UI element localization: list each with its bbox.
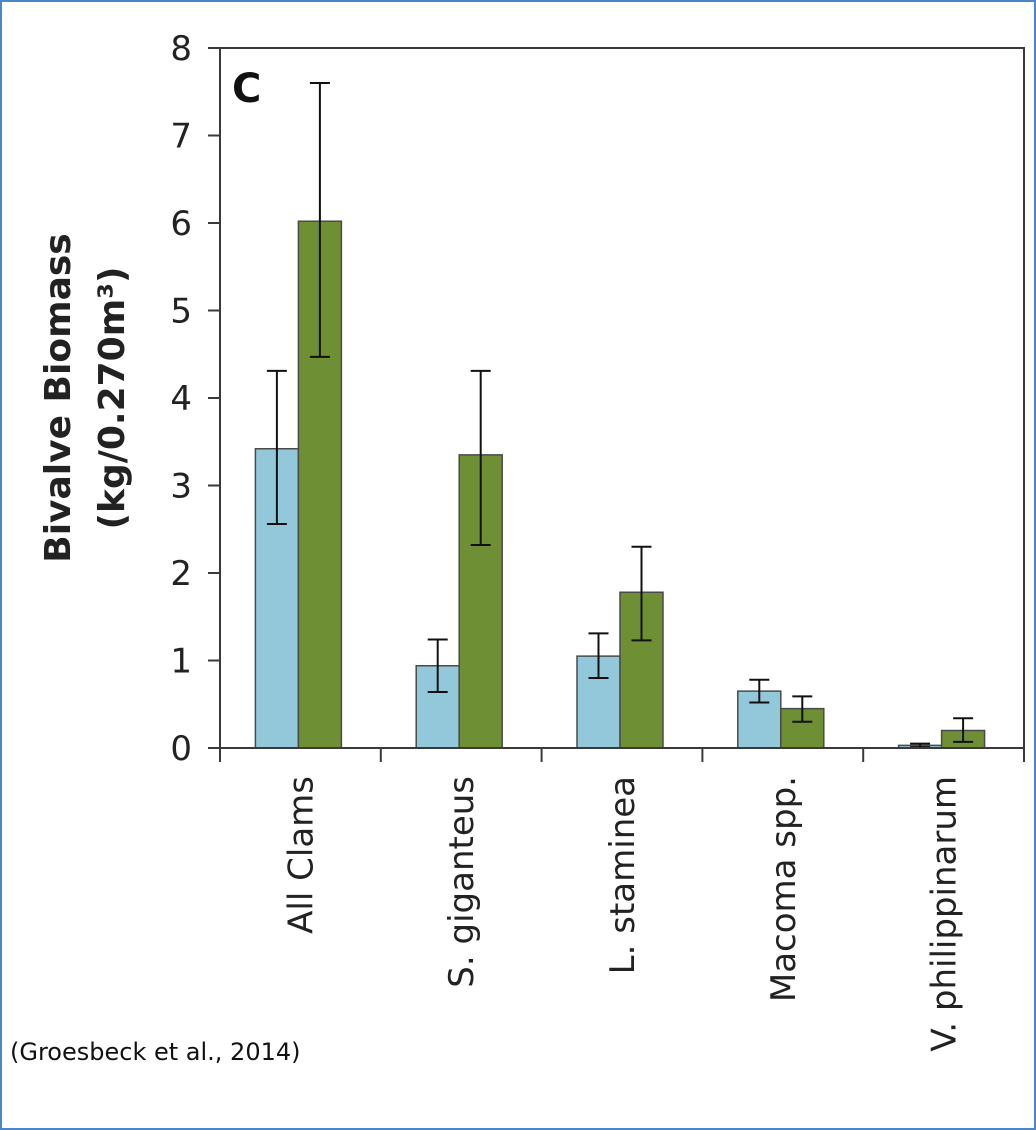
y-tick-label: 5 — [170, 292, 192, 332]
y-tick-label: 1 — [170, 642, 192, 682]
y-axis-title-group: Bivalve Biomass (kg/0.270m³) — [38, 233, 133, 562]
error-bar — [749, 678, 770, 704]
x-category-label: All Clams — [281, 776, 321, 934]
y-tick-labels: 0 1 2 3 4 5 6 7 8 — [170, 29, 192, 769]
error-bar — [588, 632, 609, 679]
y-tick-label: 8 — [170, 29, 192, 69]
x-category-label: Macoma spp. — [764, 776, 804, 1002]
y-tick-label: 7 — [170, 117, 192, 157]
error-bar — [470, 369, 491, 546]
error-bars-layer — [266, 82, 974, 749]
x-category-label: L. staminea — [603, 776, 643, 974]
y-axis-title-line1: Bivalve Biomass — [38, 233, 79, 562]
y-tick-label: 3 — [170, 467, 192, 507]
category-labels: All Clams S. giganteus L. staminea Macoma s… — [281, 776, 964, 1052]
error-bar — [309, 82, 330, 358]
citation-text: (Groesbeck et al., 2014) — [10, 1038, 301, 1066]
axes-layer — [208, 47, 1025, 762]
y-tick-label: 6 — [170, 204, 192, 244]
x-category-label: S. giganteus — [442, 776, 482, 988]
error-bar — [631, 545, 652, 642]
x-category-label: V. philippinarum — [925, 776, 965, 1052]
error-bar — [266, 369, 287, 525]
y-axis-title-line2: (kg/0.270m³) — [92, 267, 133, 530]
y-tick-label: 2 — [170, 554, 192, 594]
y-tick-label: 4 — [170, 379, 192, 419]
error-bar — [953, 717, 974, 743]
error-bar — [427, 638, 448, 693]
panel-label: C — [232, 66, 261, 112]
error-bar — [792, 695, 813, 723]
y-tick-label: 0 — [170, 729, 192, 769]
